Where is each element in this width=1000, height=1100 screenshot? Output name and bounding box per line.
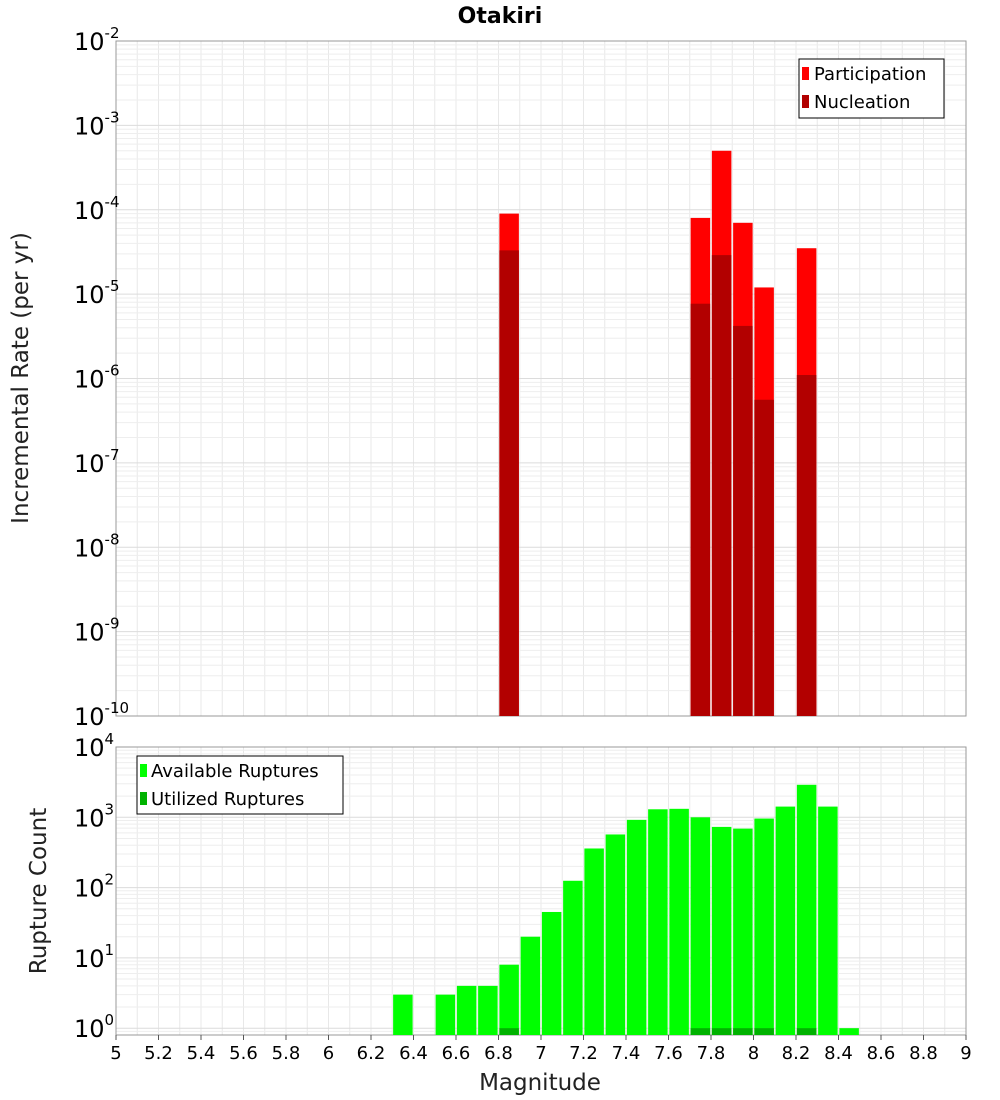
chart-title: Otakiri bbox=[458, 4, 543, 29]
rate-legend-box bbox=[798, 58, 945, 119]
rate-y-tick-label: 10-5 bbox=[74, 277, 120, 309]
count-y-ticks: 104 103 102 101 100 bbox=[74, 730, 114, 1043]
x-tick-label: 8 bbox=[748, 1043, 759, 1064]
x-tick-label: 6.8 bbox=[484, 1043, 513, 1064]
legend-swatch-utilized bbox=[140, 792, 147, 805]
x-tick-label: 8.2 bbox=[782, 1043, 811, 1064]
count-legend-box bbox=[136, 755, 344, 815]
count-grid bbox=[115, 747, 967, 1036]
x-tick-label: 9 bbox=[960, 1043, 971, 1064]
rate-y-tick-label: 10-6 bbox=[74, 362, 120, 394]
rate-y-tick-label: 10-9 bbox=[74, 615, 120, 647]
count-bar-series0 bbox=[754, 818, 774, 1035]
x-tick-label: 5.2 bbox=[144, 1043, 173, 1064]
rate-y-ticks: 10-2 10-3 10-4 10-5 10-6 10-7 10-8 10-9 10-10 bbox=[74, 24, 129, 731]
x-axis-label: Magnitude bbox=[479, 1070, 601, 1096]
count-bar-series0 bbox=[839, 1028, 859, 1035]
rate-bar-series1 bbox=[733, 325, 753, 716]
count-bar-series0 bbox=[541, 911, 562, 1035]
count-bar-series1 bbox=[796, 1028, 817, 1035]
count-y-axis-label: Rupture Count bbox=[26, 808, 52, 974]
count-bar-series0 bbox=[499, 964, 519, 1035]
x-tick-label: 8.4 bbox=[824, 1043, 853, 1064]
rate-y-tick-label: 10-7 bbox=[74, 446, 120, 478]
count-bar-series1 bbox=[711, 1028, 732, 1035]
legend-swatch-nucleation bbox=[802, 95, 809, 108]
count-bar-series0 bbox=[775, 806, 796, 1035]
rate-bar-series1 bbox=[796, 375, 817, 716]
count-legend: Available Ruptures Utilized Ruptures bbox=[136, 755, 344, 815]
x-tick-label: 5 bbox=[110, 1043, 121, 1064]
rate-y-tick-label: 10-8 bbox=[74, 530, 120, 562]
x-tick-label: 6.2 bbox=[357, 1043, 386, 1064]
x-tick-label: 8.8 bbox=[909, 1043, 938, 1064]
count-y-tick-label: 104 bbox=[74, 730, 114, 762]
count-bar-series0 bbox=[435, 994, 456, 1035]
count-bar-series1 bbox=[499, 1028, 519, 1035]
rate-bar-series1 bbox=[690, 303, 711, 716]
legend-label-available: Available Ruptures bbox=[151, 761, 319, 782]
count-bar-series0 bbox=[648, 809, 668, 1035]
count-bar-series0 bbox=[669, 808, 689, 1035]
count-bar-series1 bbox=[690, 1028, 711, 1035]
x-tick-label: 6 bbox=[323, 1043, 334, 1064]
count-bar-series0 bbox=[796, 784, 817, 1035]
rate-bar-series1 bbox=[499, 250, 519, 717]
count-bar-series0 bbox=[520, 936, 541, 1035]
count-bar-series0 bbox=[605, 834, 626, 1035]
x-tick-label: 6.4 bbox=[399, 1043, 428, 1064]
count-x-ticks: 5 5.2 5.4 5.6 5.8 6 6.2 6.4 6.6 6.8 7 7.2 7.4 7.6 7.8 8… bbox=[110, 1035, 972, 1064]
x-tick-label: 7.4 bbox=[612, 1043, 641, 1064]
x-tick-label: 6.6 bbox=[442, 1043, 471, 1064]
x-tick-label: 7 bbox=[535, 1043, 546, 1064]
count-bar-series0 bbox=[563, 880, 583, 1035]
count-bar-series0 bbox=[690, 817, 711, 1035]
rate-grid bbox=[115, 41, 967, 717]
legend-swatch-available bbox=[140, 764, 147, 777]
count-bar-series0 bbox=[456, 985, 477, 1035]
count-bars bbox=[393, 784, 859, 1035]
x-tick-label: 5.4 bbox=[187, 1043, 216, 1064]
rate-y-tick-label: 10-10 bbox=[74, 699, 129, 731]
legend-label-nucleation: Nucleation bbox=[814, 92, 910, 113]
count-bar-series0 bbox=[626, 819, 647, 1035]
rate-panel: 10-2 10-3 10-4 10-5 10-6 10-7 10-8 10-9 10-10 In… bbox=[8, 24, 967, 731]
count-y-tick-label: 101 bbox=[74, 941, 114, 973]
rate-y-tick-label: 10-2 bbox=[74, 24, 120, 56]
x-tick-label: 7.8 bbox=[697, 1043, 726, 1064]
rate-y-axis-label: Incremental Rate (per yr) bbox=[8, 232, 34, 524]
x-tick-label: 8.6 bbox=[867, 1043, 896, 1064]
count-bar-series0 bbox=[584, 848, 604, 1035]
x-tick-label: 5.6 bbox=[229, 1043, 258, 1064]
rate-legend: Participation Nucleation bbox=[798, 58, 945, 119]
count-panel: 104 103 102 101 100 5 5.2 5.4 5.6 5.8 6 6.2 6.4 6.6 6… bbox=[26, 730, 972, 1096]
rate-bar-series1 bbox=[754, 399, 774, 716]
count-bar-series0 bbox=[818, 806, 838, 1035]
legend-label-participation: Participation bbox=[814, 64, 926, 85]
count-y-tick-label: 100 bbox=[74, 1011, 114, 1043]
count-bar-series0 bbox=[733, 828, 753, 1035]
rate-y-tick-label: 10-4 bbox=[74, 193, 120, 225]
rate-bars bbox=[499, 150, 817, 717]
x-tick-label: 5.8 bbox=[272, 1043, 301, 1064]
count-y-tick-label: 102 bbox=[74, 871, 114, 903]
rate-y-tick-label: 10-3 bbox=[74, 108, 120, 140]
x-tick-label: 7.6 bbox=[654, 1043, 683, 1064]
x-tick-label: 7.2 bbox=[569, 1043, 598, 1064]
count-bar-series0 bbox=[393, 994, 413, 1035]
count-bar-series1 bbox=[754, 1028, 774, 1035]
count-y-tick-label: 103 bbox=[74, 800, 114, 832]
legend-label-utilized: Utilized Ruptures bbox=[151, 789, 304, 810]
rate-plot-frame bbox=[115, 40, 967, 717]
count-bar-series1 bbox=[733, 1028, 753, 1035]
legend-swatch-participation bbox=[802, 67, 809, 80]
rate-bar-series1 bbox=[711, 255, 732, 716]
count-bar-series0 bbox=[478, 985, 498, 1035]
count-bar-series0 bbox=[711, 826, 732, 1035]
